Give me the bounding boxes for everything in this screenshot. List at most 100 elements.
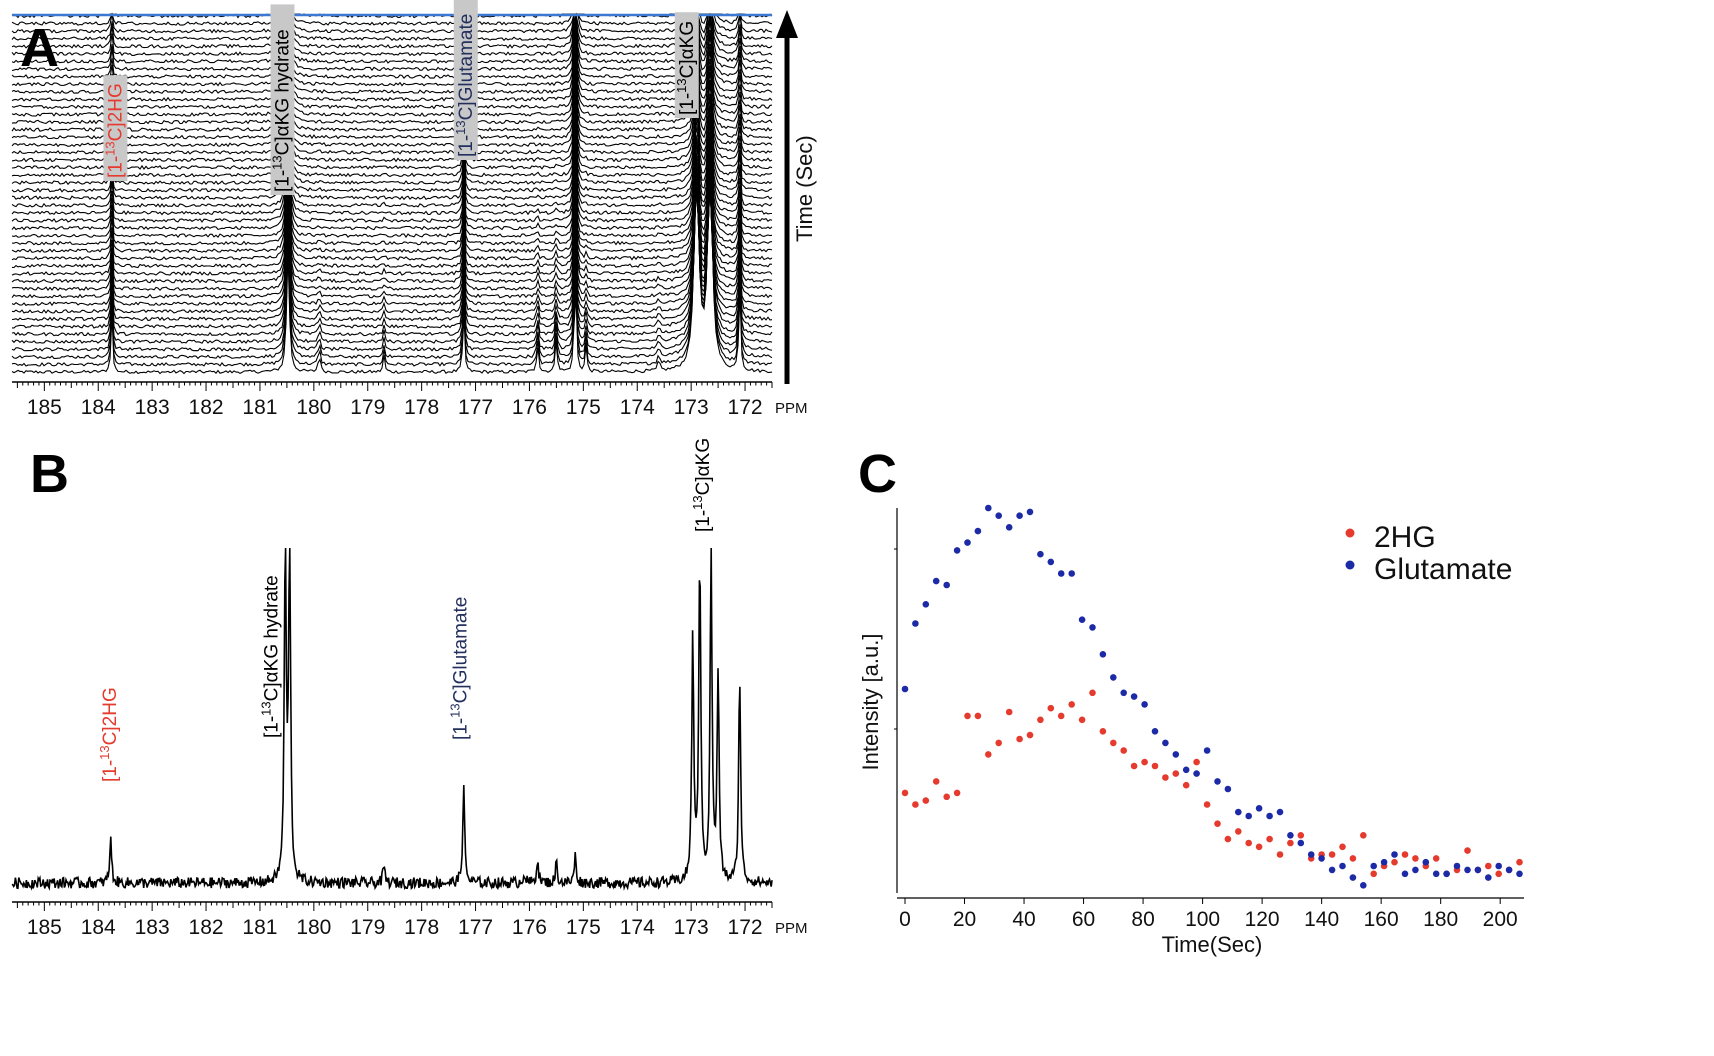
panel-b-tick-label: 185 [27, 916, 62, 939]
panel-c-point-2hg [1151, 762, 1159, 770]
panel-a-peak-label: [1-13C]Glutamate [453, 0, 478, 160]
label-part: [1- [693, 510, 714, 532]
panel-c-point-2hg [1266, 835, 1273, 843]
label-sup: 13 [270, 155, 285, 169]
panel-c-point-glutamate [1443, 870, 1450, 878]
panel-c-point-2hg [1172, 770, 1180, 777]
panel-c-point-glutamate [1370, 862, 1377, 870]
panel-c-point-glutamate [1307, 851, 1315, 858]
panel-a-spectrum-trace [11, 176, 773, 345]
panel-b-peak-label: [1-13C]Glutamate [447, 597, 471, 740]
panel-a-spectrum-trace [11, 13, 773, 19]
panel-b-peak-label: [1-13C]αKG [690, 438, 714, 532]
label-part: C]αKG hydrate [262, 575, 283, 701]
panel-c-point-2hg [1016, 735, 1023, 743]
panel-a-spectrum-trace [11, 169, 773, 292]
panel-a-spectrum-trace [11, 101, 773, 223]
panel-a-spectrum-trace [11, 12, 773, 64]
panel-c-point-glutamate [1235, 808, 1242, 816]
panel-a-tick-label: 178 [404, 396, 439, 419]
panel-c-point-glutamate [1026, 508, 1034, 516]
panel-c-point-glutamate [1141, 701, 1148, 708]
panel-letter-b: B [30, 444, 69, 504]
panel-b-tick-label: 181 [242, 916, 277, 939]
panel-c-y-label: Intensity [a.u.] [858, 634, 883, 771]
panel-b-x-axis: 185 184 183 182 181 180 179 178 177 176 175 174 173 1… [12, 901, 773, 939]
label-part: C]Glutamate [456, 14, 477, 121]
panel-c-point-glutamate [901, 685, 909, 693]
panel-c-point-2hg [1485, 862, 1492, 870]
panel-a-spectrum-trace [11, 47, 773, 170]
panel-a-spectrum-trace [11, 13, 773, 102]
panel-c-point-glutamate [912, 620, 919, 627]
panel-a-spectrum-trace [11, 79, 773, 201]
panel-a-spectrum-trace [11, 13, 773, 72]
panel-b-x-unit: PPM [775, 920, 808, 937]
panel-c-point-2hg [932, 778, 940, 785]
label-part: C]αKG [693, 438, 714, 495]
panel-c-x-tick-label: 20 [953, 908, 976, 931]
panel-c-point-2hg [1495, 870, 1502, 878]
label-part: [1- [105, 156, 126, 178]
panel-c-point-glutamate [1047, 558, 1055, 566]
panel-a-peak-label-text: [1-13C]αKG [674, 21, 698, 115]
panel-a-spectrum-trace [11, 175, 773, 299]
panel-c-point-2hg [964, 712, 971, 720]
panel-a-spectrum-trace [11, 23, 773, 148]
panel-c-point-2hg [1287, 839, 1294, 847]
panel-c-point-2hg [1349, 855, 1357, 862]
panel-a-spectrum-trace [11, 13, 773, 132]
legend-marker-glutamate [1345, 560, 1355, 570]
panel-c-point-glutamate [943, 581, 950, 589]
panel-c-point-glutamate [1339, 862, 1346, 870]
panel-a-spectrum-trace [11, 145, 773, 269]
panel-b-tick-label: 179 [350, 916, 385, 939]
panel-c-x-tick-label: 120 [1245, 908, 1280, 931]
panel-b-tick-label: 182 [189, 916, 224, 939]
panel-c-point-glutamate [932, 577, 940, 585]
panel-letter-c: C [858, 444, 897, 504]
panel-b-peak-label-text: [1-13C]2HG [97, 687, 121, 782]
time-arrow-head [776, 10, 798, 38]
panel-a-tick-label: 173 [674, 396, 709, 419]
panel-c-point-glutamate [1412, 866, 1419, 874]
panel-c-point-2hg [1047, 704, 1055, 712]
panel-b-peak-labels: [1-13C]2HG [1-13C]αKG hydrate[1-13C]Gluta… [97, 438, 714, 782]
label-sup: 13 [102, 141, 117, 155]
panel-a-spectrum-trace [11, 13, 773, 110]
panel-a-tick-label: 172 [728, 396, 763, 419]
panel-a-spectrum-trace [11, 13, 773, 117]
panel-c-point-2hg [912, 801, 919, 808]
panel-c-point-glutamate [1214, 778, 1221, 785]
panel-c-point-2hg [1432, 855, 1440, 862]
panel-c-point-2hg [1141, 758, 1148, 766]
panel-c-point-glutamate [1162, 739, 1169, 747]
label-part: C]αKG hydrate [273, 29, 294, 155]
panel-c-point-2hg [1193, 758, 1200, 766]
label-part: C]2HG [100, 687, 121, 745]
label-part: [1- [677, 93, 698, 115]
panel-c-x-tick-label: 160 [1364, 908, 1399, 931]
panel-a-spectrum-trace [12, 182, 773, 329]
panel-b: [1-13C]2HG [1-13C]αKG hydrate[1-13C]Gluta… [11, 438, 808, 939]
panel-c-point-2hg [1224, 835, 1232, 843]
panel-b-peak-label-text: [1-13C]Glutamate [447, 597, 471, 740]
panel-c-point-glutamate [1068, 570, 1075, 577]
panel-c-point-2hg [1026, 731, 1034, 739]
panel-c-point-glutamate [1203, 747, 1211, 754]
panel-c-point-glutamate [1110, 674, 1117, 681]
panel-b-tick-label: 173 [674, 916, 709, 939]
panel-c-point-glutamate [1287, 832, 1294, 839]
panel-c-point-glutamate [1089, 624, 1096, 631]
panel-c-point-glutamate [1432, 870, 1440, 878]
panel-b-tick-label: 174 [620, 916, 655, 939]
panel-c-x-label: Time(Sec) [1162, 932, 1263, 957]
panel-b-peak-label-text: [1-13C]αKG hydrate [259, 575, 283, 738]
label-sup: 13 [690, 495, 705, 509]
panel-c-scatter-points [901, 504, 1523, 889]
panel-c-point-glutamate [1474, 866, 1482, 874]
panel-c-point-2hg [1182, 781, 1190, 789]
panel-a-spectrum-trace [11, 131, 773, 254]
label-part: [1- [450, 718, 471, 740]
panel-b-tick-label: 178 [404, 916, 439, 939]
